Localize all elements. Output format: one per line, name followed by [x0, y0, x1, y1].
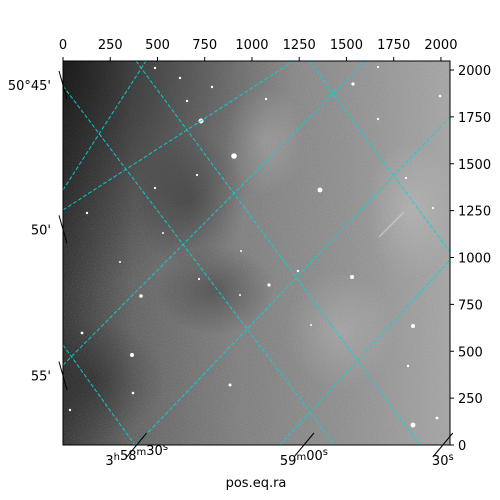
right-tick-label: 2000	[458, 64, 491, 79]
ra-tick-label-unit: h	[114, 452, 120, 463]
ra-tick-mark	[126, 432, 148, 458]
top-tick-label: 0	[59, 38, 67, 53]
ra-tick-label-value: 3	[105, 454, 113, 469]
plot-frame	[62, 60, 451, 446]
coordinate-grid	[63, 61, 450, 445]
dec-tick-mark	[58, 215, 68, 244]
satellite-trail	[378, 211, 405, 238]
dec-tick-label: 55'	[31, 370, 51, 385]
ra-tick-label: 30s	[432, 452, 454, 469]
ra-tick-mark	[432, 432, 454, 458]
ra-tick-label-value: 59	[280, 454, 297, 469]
ra-tick-label-value: 00	[306, 449, 323, 464]
top-tick-label: 1500	[330, 38, 363, 53]
top-pixel-axis: 0 250 500 750 1000 1250 1500 1750 2000	[59, 38, 457, 61]
right-tick-label: 1750	[458, 111, 491, 126]
ra-tick-label-unit: s	[323, 447, 328, 458]
right-tick-label: 1500	[458, 158, 491, 173]
right-tick-label: 1250	[458, 205, 491, 220]
dec-tick-label: 50'	[31, 223, 51, 238]
stars	[68, 65, 442, 428]
top-tick-label: 1000	[235, 38, 268, 53]
ra-tick-label-unit: m	[296, 452, 306, 463]
ra-tick-label-value: 30	[146, 444, 163, 459]
ra-tick-label-unit: s	[163, 442, 168, 453]
ra-tick-label-value: 30	[432, 454, 449, 469]
sky-image	[63, 61, 450, 445]
right-tick-label: 750	[458, 298, 483, 313]
ra-tick-mark	[293, 432, 315, 458]
ra-tick-label-unit: s	[448, 452, 453, 463]
top-tick-label: 2000	[424, 38, 457, 53]
right-tick-label: 250	[458, 392, 483, 407]
ra-tick-label: 3h58m30s	[105, 442, 168, 469]
right-tick-label: 500	[458, 345, 483, 360]
top-tick-label: 1750	[377, 38, 410, 53]
top-tick-label: 1250	[283, 38, 316, 53]
dec-axis: 50°45' 50' 55'	[8, 70, 68, 390]
x-axis-label: pos.eq.ra	[226, 476, 287, 491]
right-tick-label: 0	[458, 439, 466, 454]
ra-tick-label-unit: m	[137, 447, 147, 458]
ra-tick-label-value: 58	[120, 449, 137, 464]
right-tick-label: 1000	[458, 252, 491, 267]
top-tick-label: 250	[98, 38, 123, 53]
ra-tick-label: 59m00s	[280, 447, 328, 469]
dec-tick-mark	[58, 361, 68, 390]
top-tick-label: 500	[145, 38, 170, 53]
top-tick-label: 750	[192, 38, 217, 53]
right-pixel-axis: 0 250 500 750 1000 1250 1500 1750 2000	[450, 64, 491, 454]
dec-tick-mark	[58, 70, 68, 100]
dec-tick-label: 50°45'	[8, 79, 51, 94]
